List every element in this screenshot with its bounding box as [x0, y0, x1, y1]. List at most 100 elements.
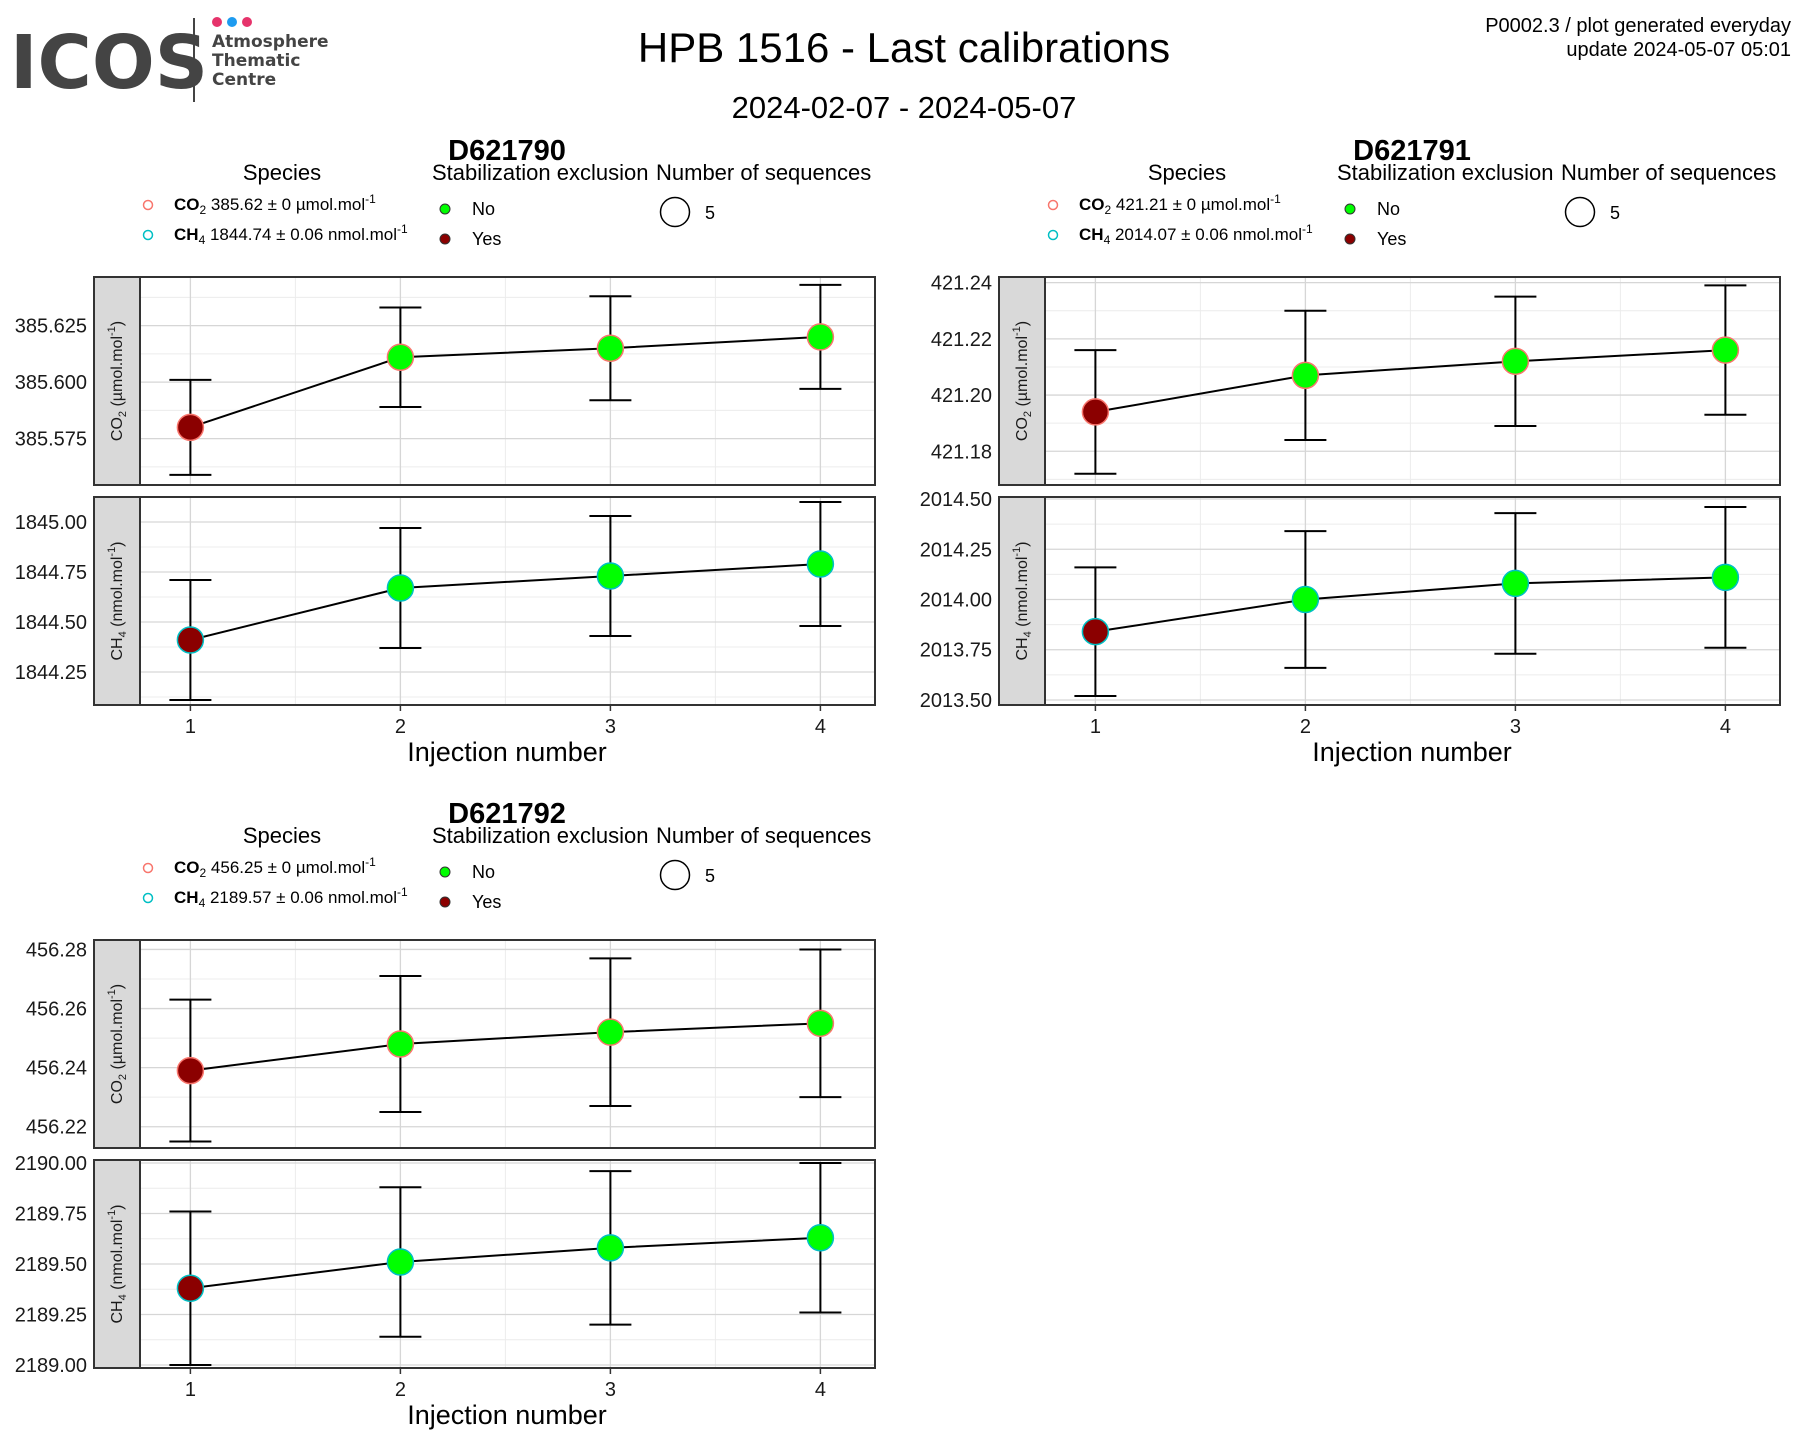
x-axis-title: Injection number	[407, 737, 607, 767]
x-axis-title: Injection number	[407, 1400, 607, 1430]
strip-close: )	[109, 541, 126, 546]
unit-superscript: -1	[397, 885, 408, 899]
y-tick-label: 2014.00	[920, 589, 992, 611]
series-line	[190, 335, 821, 429]
facet-strip	[93, 1159, 141, 1369]
species-name: CO	[174, 195, 200, 214]
data-point	[806, 550, 835, 578]
y-tick-label: 2014.50	[920, 489, 992, 511]
species-subscript: 4	[1104, 233, 1111, 247]
data-point	[386, 574, 415, 602]
strip-close: )	[109, 321, 126, 326]
legend-title-sequences: Number of sequences	[1561, 160, 1776, 185]
strip-unit: (µmol.mol	[1014, 336, 1031, 411]
species-subscript: 4	[199, 233, 206, 247]
y-tick-label: 2014.25	[920, 539, 992, 561]
icos-logo: ICOS Atmosphere Thematic Centre	[10, 17, 329, 106]
data-point	[596, 334, 625, 362]
y-tick-label: 1845.00	[15, 512, 87, 534]
data-point	[596, 1234, 625, 1262]
data-point	[806, 1223, 835, 1252]
strip-close: )	[1014, 321, 1031, 326]
data-point	[176, 1274, 205, 1302]
x-tick-label: 2	[395, 1379, 406, 1401]
legend-species-entry: CO2 421.21 ± 0 µmol.mol-1	[1079, 192, 1281, 217]
y-tick-label: 421.18	[931, 441, 992, 463]
strip-species: CO	[109, 417, 126, 441]
legend-label-no: No	[1377, 199, 1400, 219]
y-tick-label: 2013.50	[920, 690, 992, 712]
data-point	[176, 413, 205, 442]
data-point	[1291, 585, 1320, 614]
legend-label-no: No	[472, 862, 495, 882]
strip-close: )	[109, 1204, 126, 1209]
strip-unit: (µmol.mol	[109, 336, 126, 411]
data-point	[1081, 617, 1110, 646]
unit-superscript: -1	[365, 855, 376, 869]
strip-subscript: 4	[1022, 631, 1034, 637]
legend-title-stabilization: Stabilization exclusion	[1337, 160, 1553, 185]
facet-strip-label: CO2 (µmol.mol-1)	[106, 321, 129, 441]
facet-strip	[93, 939, 141, 1149]
facet-panel: CO2 (µmol.mol-1) 421.18 421.20 421.22 421.24	[931, 273, 1781, 486]
panel-background	[1045, 497, 1780, 705]
y-tick-label: 421.24	[931, 273, 992, 295]
logo-dot	[242, 17, 252, 27]
data-point	[176, 1056, 205, 1085]
data-point	[1711, 563, 1740, 592]
legend-species-key	[142, 229, 154, 241]
facet-strip-label: CH4 (nmol.mol-1)	[106, 541, 129, 660]
species-value: 2014.07 ± 0.06 nmol.mol	[1110, 225, 1302, 244]
logo-divider	[193, 18, 195, 102]
legend-title-sequences: Number of sequences	[656, 823, 871, 848]
chart-block: D621790 Species Stabilization exclusion Num…	[15, 135, 876, 767]
strip-close: )	[1014, 541, 1031, 546]
update-timestamp: update 2024-05-07 05:01	[1566, 39, 1791, 61]
data-point	[1291, 361, 1320, 390]
species-subscript: 2	[200, 866, 207, 880]
legend-title-species: Species	[243, 160, 321, 185]
strip-superscript: -1	[1011, 326, 1023, 336]
legend-label-no: No	[472, 199, 495, 219]
legend-key-no	[439, 866, 451, 878]
series-line	[190, 1022, 821, 1072]
y-tick-label: 385.575	[15, 429, 87, 451]
y-tick-label: 1844.25	[15, 662, 87, 684]
series-line	[1095, 349, 1726, 413]
strip-species: CH	[1014, 637, 1031, 660]
legend-species-key	[142, 862, 154, 874]
y-tick-label: 2189.25	[15, 1304, 87, 1326]
facet-panel: CO2 (µmol.mol-1) 385.575 385.600 385.625	[15, 276, 876, 486]
charts-container: D621790 Species Stabilization exclusion Num…	[15, 135, 1781, 1430]
facet-panel: CH4 (nmol.mol-1) 1844.25 1844.50 1844.75 184…	[15, 496, 876, 706]
product-code: P0002.3 / plot generated everyday	[1485, 15, 1791, 37]
strip-superscript: -1	[106, 326, 118, 336]
legend-species-entry: CO2 385.62 ± 0 µmol.mol-1	[174, 192, 376, 217]
x-tick-label: 1	[1090, 716, 1101, 738]
legend-species-entry: CH4 2189.57 ± 0.06 nmol.mol-1	[174, 885, 408, 910]
legend-label-sequences: 5	[705, 866, 715, 886]
species-value: 456.25 ± 0 µmol.mol	[206, 858, 365, 877]
x-tick-label: 2	[1300, 716, 1311, 738]
strip-unit: (µmol.mol	[109, 999, 126, 1074]
legend-species-key	[1047, 229, 1059, 241]
facet-panel: CH4 (nmol.mol-1) 2013.50 2013.75 2014.00 201…	[920, 489, 1781, 712]
strip-close: )	[109, 984, 126, 989]
y-tick-label: 456.24	[26, 1058, 87, 1080]
logo-wordmark: ICOS	[10, 20, 208, 106]
facet-panel: CO2 (µmol.mol-1) 456.22 456.24 456.26 456.28	[26, 939, 876, 1149]
strip-superscript: -1	[106, 989, 118, 999]
data-point	[1081, 398, 1110, 426]
strip-superscript: -1	[1011, 547, 1023, 557]
x-tick-label: 1	[185, 1379, 196, 1401]
y-tick-label: 456.28	[26, 939, 87, 961]
legend-species-entry: CO2 456.25 ± 0 µmol.mol-1	[174, 855, 376, 880]
data-point	[176, 626, 205, 654]
strip-species: CO	[1014, 417, 1031, 441]
panel-background	[140, 940, 875, 1148]
facet-strip	[998, 496, 1046, 706]
legend-key-yes	[439, 896, 451, 908]
facet-strip	[93, 276, 141, 486]
y-tick-label: 385.600	[15, 372, 87, 394]
legend-label-yes: Yes	[472, 892, 501, 912]
